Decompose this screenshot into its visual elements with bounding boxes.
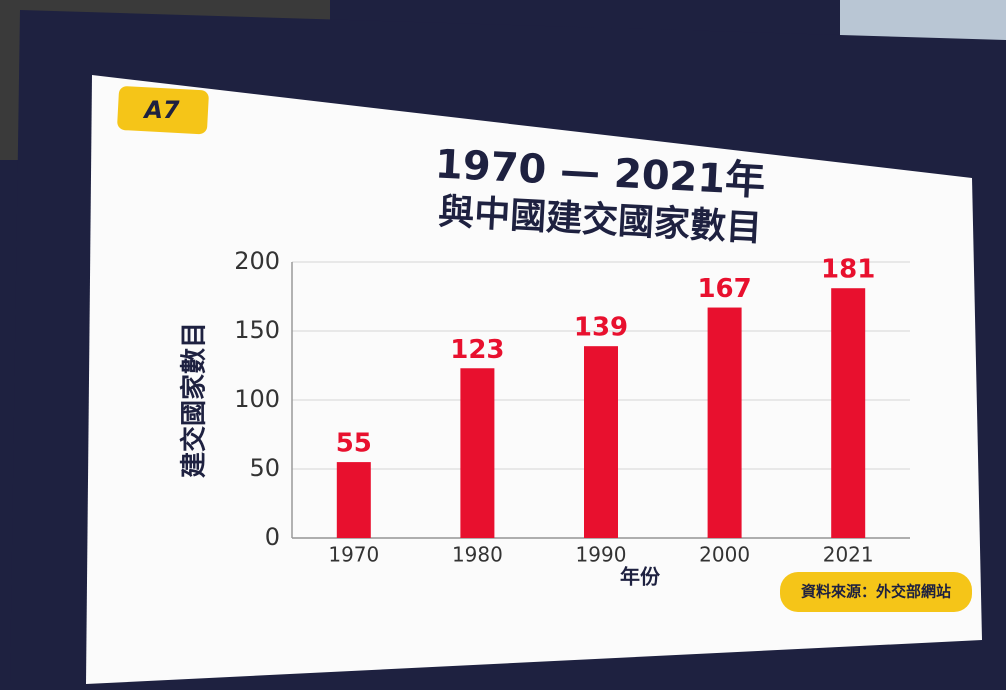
x-axis-title: 年份 xyxy=(620,565,661,589)
x-tick-label: 1980 xyxy=(452,543,503,567)
data-label: 139 xyxy=(574,313,628,343)
bar xyxy=(831,288,865,538)
bar xyxy=(460,368,494,538)
y-tick-label: 200 xyxy=(234,247,280,275)
data-label: 123 xyxy=(450,335,504,365)
x-tick-label: 2021 xyxy=(823,543,874,567)
x-tick-label: 1970 xyxy=(328,543,379,567)
bar xyxy=(708,308,742,538)
source-note: 資料來源：外交部網站 xyxy=(801,583,951,601)
x-tick-label: 1990 xyxy=(576,543,627,567)
badge-text: A7 xyxy=(142,96,180,124)
x-tick-label: 2000 xyxy=(699,543,750,567)
y-tick-label: 150 xyxy=(234,316,280,344)
bar xyxy=(337,462,371,538)
bar xyxy=(584,346,618,538)
data-label: 181 xyxy=(821,255,875,285)
data-label: 55 xyxy=(336,429,372,459)
y-tick-label: 0 xyxy=(265,523,280,551)
y-tick-label: 50 xyxy=(249,454,280,482)
y-axis-title: 建交國家數目 xyxy=(179,322,210,478)
y-tick-label: 100 xyxy=(234,385,280,413)
chart: A7 1970 — 2021年 與中國建交國家數目 建交國家數目 年份 資料來源… xyxy=(0,0,1006,686)
page: {"chart_data": {"type": "bar", "badge": … xyxy=(0,0,1006,686)
data-label: 167 xyxy=(697,274,751,304)
